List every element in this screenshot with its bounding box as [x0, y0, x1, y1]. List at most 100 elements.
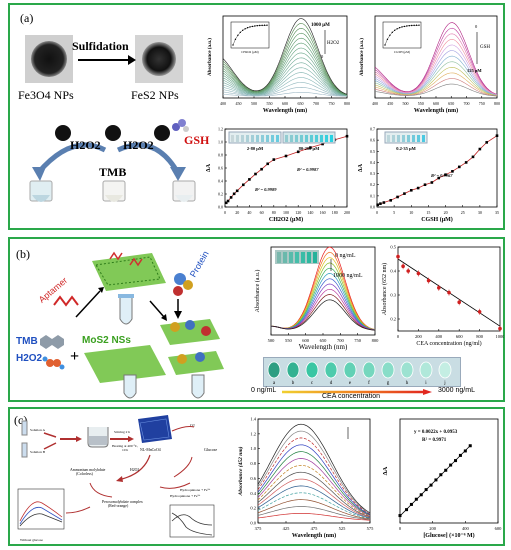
x-tick-label: 80	[272, 210, 276, 215]
spectrum-line	[257, 471, 371, 518]
tmb-label-b: TMB	[16, 336, 38, 347]
x-tick-label: 30	[478, 210, 482, 215]
spectrum-line	[257, 465, 371, 517]
vial	[422, 135, 425, 142]
data-point	[226, 199, 230, 203]
data-point	[409, 188, 413, 192]
annotation-bottom: 125 μM	[467, 68, 482, 73]
x-tick-label: 0	[397, 334, 400, 339]
spectrum-line	[374, 83, 498, 97]
x-tick-label: 35	[495, 210, 499, 215]
scale-right: 3000 ng/mL	[438, 387, 475, 394]
annotation-top: 0 ng/mL	[335, 253, 356, 259]
mos2-sheet-bottom-icon	[84, 345, 166, 383]
vial	[310, 135, 313, 142]
svg-text:Hydroquinone + Fe³⁺: Hydroquinone + Fe³⁺	[180, 488, 210, 492]
spectrum-line	[374, 50, 498, 96]
vial	[407, 135, 410, 142]
x-tick-label: 450	[236, 101, 242, 106]
vial	[271, 135, 274, 142]
sulfidation-label: Sulfidation	[72, 39, 129, 53]
panel-b: (b)	[8, 237, 505, 402]
tube-icon	[123, 374, 137, 399]
data-point	[389, 199, 393, 202]
y-tick-label: 0.2	[250, 506, 256, 511]
gsh-calibration-plot: 0 5 10 15 20 25 30 35 0.0 0.1 0.2 0.3 0.4 0.5 0.6 0.7 CG…	[358, 127, 499, 224]
vial-strip-2	[282, 131, 336, 144]
y-tick-label: 0.2	[390, 317, 396, 322]
y-tick-label: 0.2	[218, 192, 223, 197]
range-label: 0.2-35 μM	[396, 146, 416, 151]
nanoparticle-icon	[154, 125, 170, 141]
data-point	[454, 459, 458, 463]
x-tick-label: 0	[376, 210, 378, 215]
x-axis-label: Wavelength (nm)	[414, 107, 458, 114]
vial	[285, 135, 288, 142]
x-tick-label: 140	[307, 210, 313, 215]
svg-text:NL-MnCoO4: NL-MnCoO4	[140, 448, 161, 452]
vial-label: h	[406, 381, 409, 386]
vial	[387, 135, 390, 142]
tube-icon	[191, 374, 205, 399]
mos2-label: MoS2 NSs	[82, 335, 131, 346]
cea-spectra-plot: 500 550 600 650 700 750 800 Wavelength (nm) Abso…	[254, 246, 379, 351]
x-tick-label: 600	[456, 334, 464, 339]
spectrum-line	[257, 485, 371, 519]
x-tick-label: 600	[302, 338, 310, 343]
annotation-bottom: 1000 ng/mL	[333, 273, 363, 279]
y-tick-label: 0.3	[370, 171, 375, 176]
spectrum-line	[222, 47, 348, 96]
vial-label: i	[425, 381, 427, 386]
cea-calibration-plot: 0 200 400 600 800 1000 0.2 0.3 0.4 0.5 CEA concent…	[381, 245, 505, 348]
svg-text:Ammonium molybdate: Ammonium molybdate	[70, 468, 106, 472]
spectrum-line	[374, 55, 498, 96]
data-point	[457, 300, 461, 304]
panel-a-scheme	[25, 35, 196, 202]
x-tick-label: 550	[267, 101, 273, 106]
y-tick-label: 1.0	[218, 140, 223, 145]
data-point	[235, 189, 239, 193]
y-tick-label: 0.8	[250, 461, 256, 466]
spectrum-line	[374, 61, 498, 96]
x-tick-label: 750	[329, 101, 335, 106]
data-point	[439, 473, 443, 477]
inset-x-label: CGSH (μM)	[394, 50, 410, 54]
y-axis-label: Absorbance (652 nm)	[381, 263, 388, 315]
equation-label: y = 0.0022x + 0.0953	[414, 430, 458, 435]
plot-frame	[397, 246, 501, 332]
x-tick-label: 450	[387, 101, 393, 106]
data-point	[437, 176, 441, 180]
vial	[392, 135, 395, 142]
vial-label: b	[292, 381, 295, 386]
y-tick-label: 0.3	[390, 293, 396, 298]
svg-text:Glucose: Glucose	[204, 447, 217, 452]
mini-spectrum-left	[17, 488, 65, 530]
vial	[267, 361, 281, 379]
x-tick-label: 700	[337, 338, 345, 343]
y-tick-label: 0.5	[370, 149, 375, 154]
h2o2-spectra-plot: 400 450 500 550 600 650 700 750 800 Wavelength (n…	[208, 15, 350, 114]
x-tick-label: 160	[320, 210, 326, 215]
spectrum-line	[270, 273, 376, 331]
data-point	[430, 181, 434, 184]
svg-text:Without glucose: Without glucose	[20, 538, 43, 542]
panel-b-label: (b)	[16, 247, 30, 261]
gradient-arrow	[282, 389, 432, 395]
vial	[397, 135, 400, 142]
data-point	[458, 453, 462, 457]
data-point	[485, 141, 489, 144]
svg-text:(Colorless): (Colorless)	[76, 472, 94, 476]
svg-text:H2O2: H2O2	[130, 468, 139, 472]
h2o2-calibration-plot: 0 20 40 60 80 100 120 140 160 180 200 0.0 0.2 0.4 0.6 0…	[206, 127, 350, 224]
x-tick-label: 20	[235, 210, 239, 215]
svg-text:Hydroquinone + Fe³⁺: Hydroquinone + Fe³⁺	[170, 494, 200, 498]
panel-c: (c) Solution A Solution B Stirring 2 h H…	[8, 407, 505, 546]
vial-label: g	[387, 381, 390, 386]
x-tick-label: 1000	[496, 334, 505, 339]
spectrum-line	[222, 77, 348, 97]
data-point	[423, 183, 427, 187]
vial-strip	[384, 131, 428, 144]
spectrum-line	[257, 506, 371, 520]
h2o2-molecule-icon	[42, 356, 65, 370]
x-tick-label: 200	[415, 334, 423, 339]
